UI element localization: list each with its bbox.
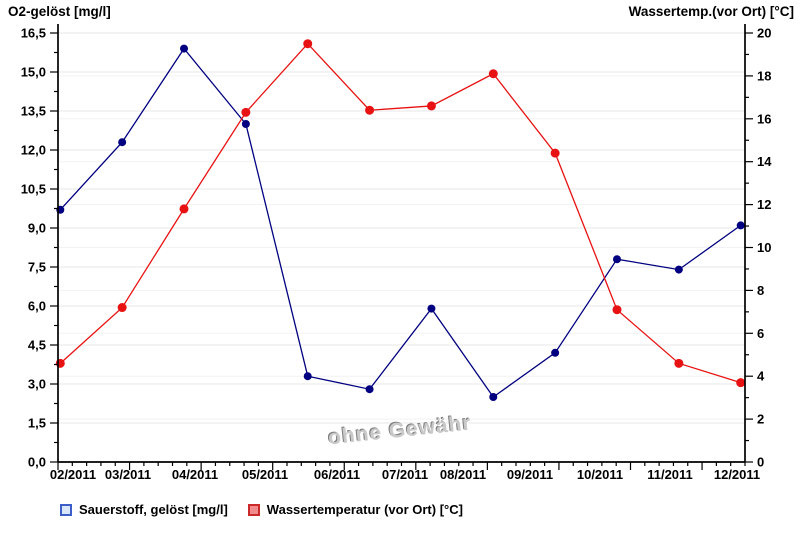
svg-text:13,5: 13,5 <box>21 104 46 119</box>
data-point <box>365 105 375 115</box>
left-axis-title: O2-gelöst [mg/l] <box>8 4 111 19</box>
axis-ticks <box>50 32 753 470</box>
chart-legend: Sauerstoff, gelöst [mg/l] Wassertemperat… <box>60 502 463 517</box>
svg-text:0,0: 0,0 <box>28 455 46 470</box>
data-point <box>550 148 560 158</box>
legend-item-temperature: Wassertemperatur (vor Ort) [°C] <box>247 502 463 517</box>
data-point <box>489 393 498 401</box>
svg-text:12: 12 <box>757 197 771 212</box>
svg-text:10: 10 <box>757 240 771 255</box>
svg-text:6,0: 6,0 <box>28 299 46 314</box>
oxygen-series-line <box>59 47 742 398</box>
axes <box>57 24 746 463</box>
oxygen-legend-label: Sauerstoff, gelöst [mg/l] <box>79 502 228 517</box>
data-point <box>426 101 436 111</box>
svg-text:12/2011: 12/2011 <box>714 467 760 482</box>
svg-text:11/2011: 11/2011 <box>647 467 693 482</box>
svg-text:03/2011: 03/2011 <box>105 467 151 482</box>
data-point <box>118 138 127 147</box>
svg-text:02/2011: 02/2011 <box>50 467 96 482</box>
svg-text:12,0: 12,0 <box>21 143 46 158</box>
svg-text:20: 20 <box>757 26 771 41</box>
data-point <box>427 304 436 313</box>
data-point <box>365 385 374 394</box>
data-point <box>551 348 560 357</box>
svg-text:4,5: 4,5 <box>28 338 46 353</box>
svg-text:16: 16 <box>757 111 771 126</box>
svg-text:1,5: 1,5 <box>28 416 46 431</box>
svg-text:2: 2 <box>757 412 764 427</box>
data-point <box>303 372 312 381</box>
svg-text:15,0: 15,0 <box>21 65 46 80</box>
svg-text:7,5: 7,5 <box>28 260 46 275</box>
data-point <box>303 39 313 49</box>
data-point <box>736 378 746 388</box>
temperature-legend-label: Wassertemperatur (vor Ort) [°C] <box>266 502 463 517</box>
svg-text:09/2011: 09/2011 <box>507 467 553 482</box>
temperature-legend-swatch-icon <box>247 503 260 516</box>
svg-text:08/2011: 08/2011 <box>440 467 486 482</box>
oxygen-legend-swatch-icon <box>60 503 72 516</box>
svg-text:4: 4 <box>757 369 765 384</box>
svg-text:0: 0 <box>757 455 764 470</box>
data-point <box>241 120 250 128</box>
temperature-series-line <box>59 42 741 384</box>
data-point <box>674 358 684 368</box>
svg-text:07/2011: 07/2011 <box>382 467 428 482</box>
data-point <box>612 255 621 264</box>
svg-text:18: 18 <box>757 68 771 83</box>
right-axis-title: Wassertemp.(vor Ort) [°C] <box>628 4 794 19</box>
svg-text:05/2011: 05/2011 <box>242 467 288 482</box>
gridlines <box>58 32 745 424</box>
data-point <box>180 44 189 53</box>
svg-text:9,0: 9,0 <box>28 221 46 236</box>
data-point <box>674 265 683 274</box>
svg-text:16,5: 16,5 <box>21 26 46 41</box>
svg-text:3,0: 3,0 <box>28 377 46 392</box>
data-point <box>241 107 251 117</box>
data-point <box>488 69 498 79</box>
data-point <box>179 204 189 214</box>
svg-text:8: 8 <box>757 283 764 298</box>
svg-text:06/2011: 06/2011 <box>314 467 360 482</box>
legend-item-oxygen: Sauerstoff, gelöst [mg/l] <box>60 502 228 517</box>
data-point <box>117 303 127 313</box>
svg-text:04/2011: 04/2011 <box>172 467 218 482</box>
svg-text:10,5: 10,5 <box>21 182 46 197</box>
axis-tick-labels: 0,0 1,5 3,0 4,5 6,0 7,5 9,0 10,5 12,0 13,5 15,0 16,… <box>21 26 773 483</box>
svg-text:10/2011: 10/2011 <box>577 467 623 482</box>
data-point <box>736 221 745 230</box>
svg-text:6: 6 <box>757 326 764 341</box>
data-point <box>612 305 622 315</box>
svg-text:14: 14 <box>757 154 772 169</box>
